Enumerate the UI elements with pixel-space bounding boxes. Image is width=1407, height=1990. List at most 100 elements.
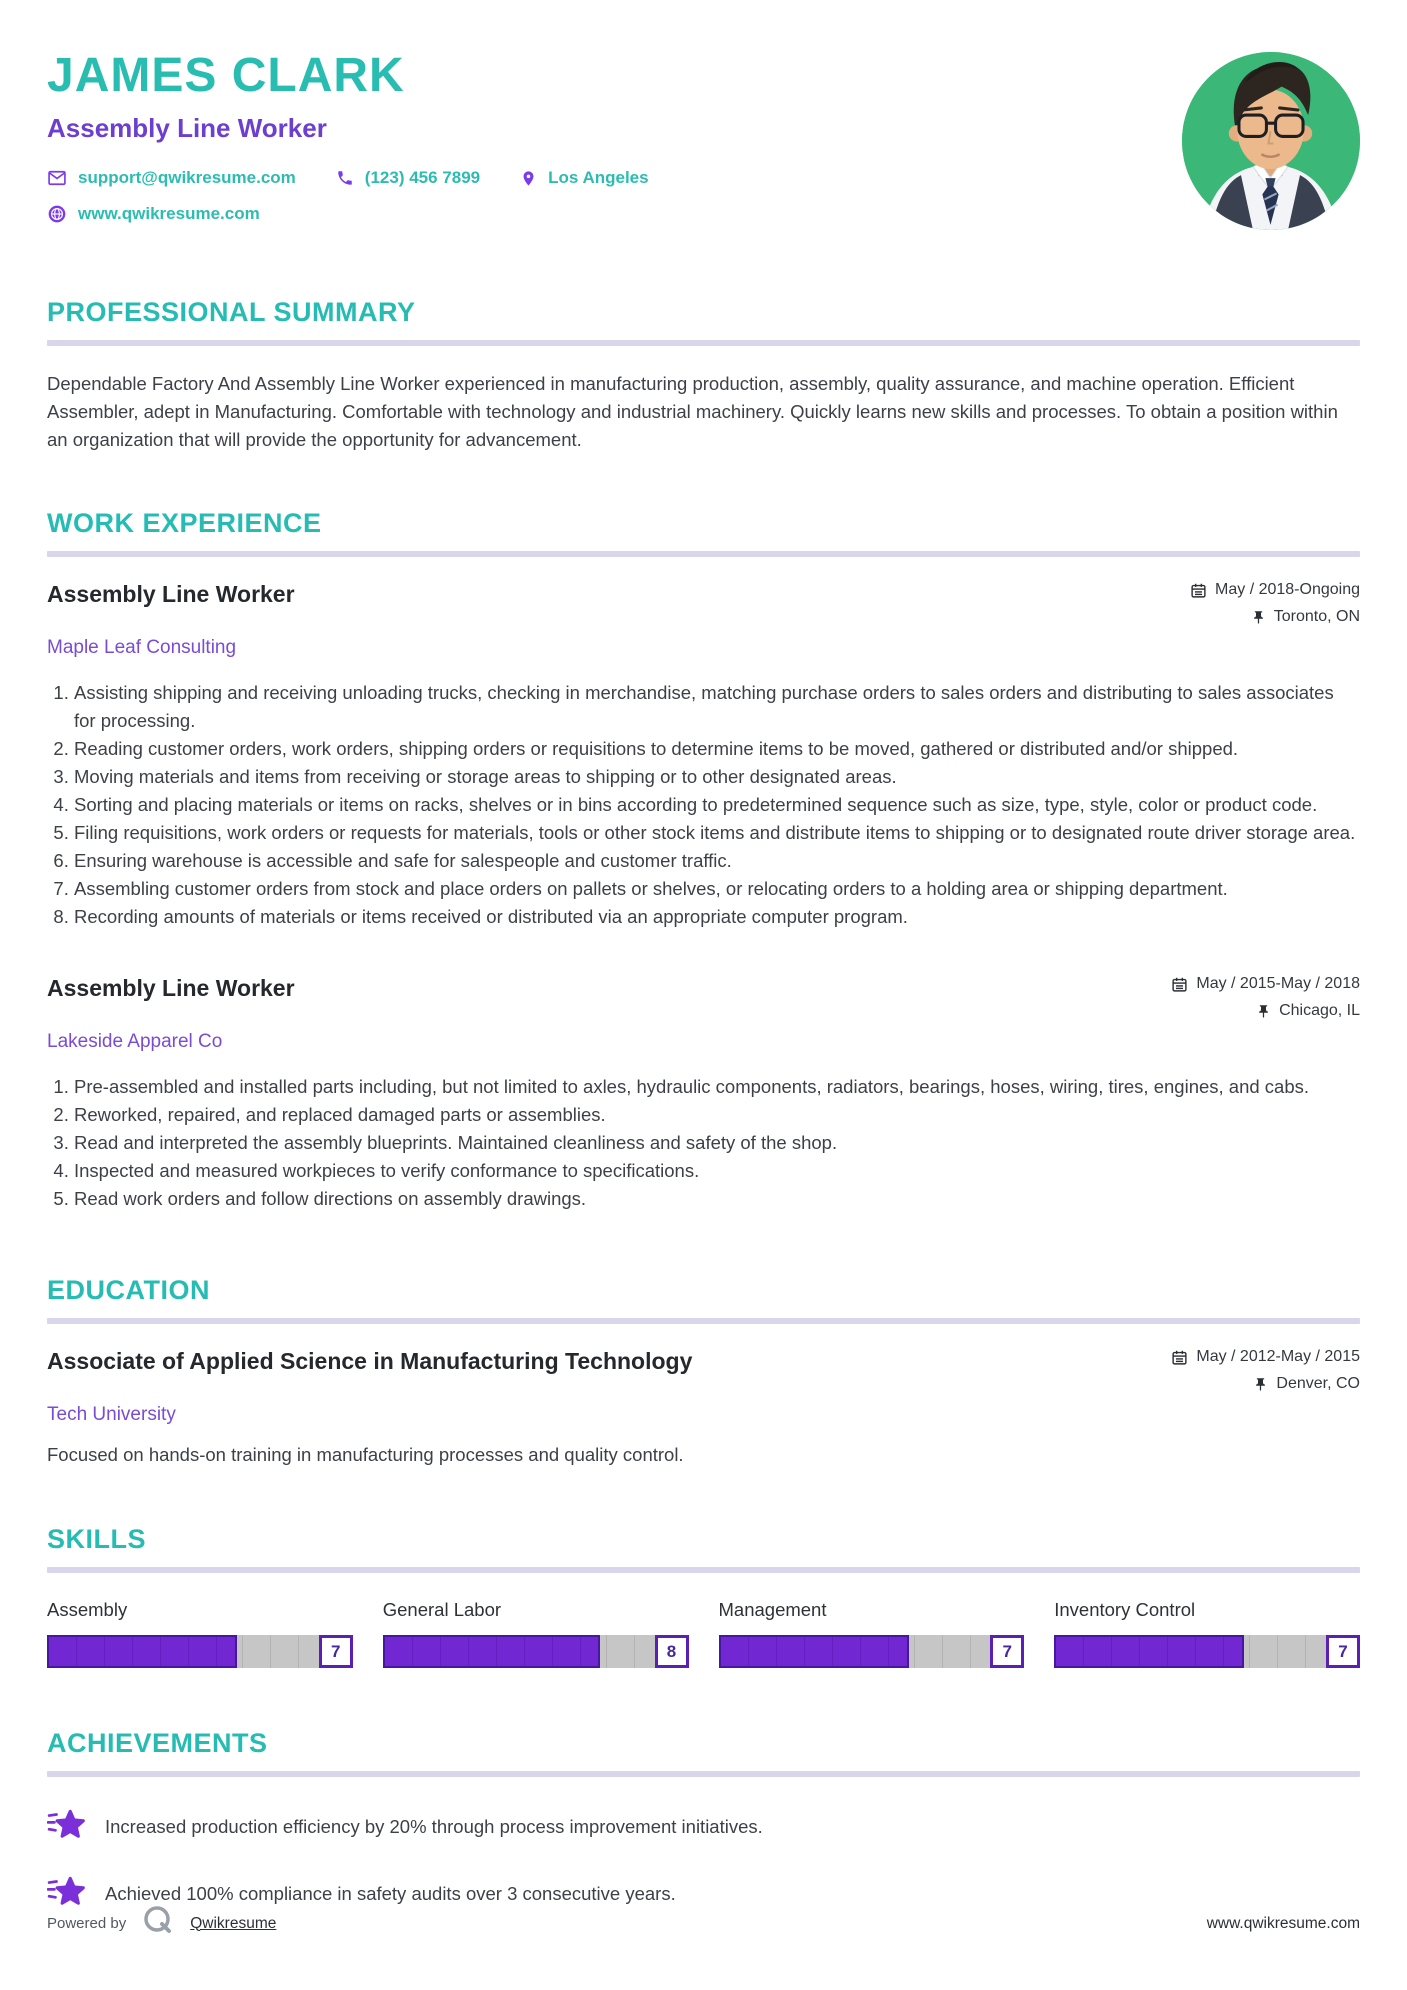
calendar-icon <box>1171 976 1188 993</box>
job-location: Chicago, IL <box>1171 1002 1360 1020</box>
achievement-text: Achieved 100% compliance in safety audit… <box>105 1882 676 1904</box>
duty-item: Assisting shipping and receiving unloadi… <box>74 679 1360 735</box>
education-dates: May / 2012-May / 2015 <box>1171 1348 1360 1366</box>
footer-website: www.qwikresume.com <box>1206 1914 1360 1932</box>
shooting-star-icon <box>46 1872 85 1915</box>
job-location-text: Toronto, ON <box>1273 608 1360 625</box>
pushpin-icon <box>1256 1004 1271 1019</box>
job-company[interactable]: Lakeside Apparel Co <box>47 1031 223 1052</box>
education-location: Denver, CO <box>1171 1375 1360 1393</box>
skill-progress-bar: 7 <box>718 1635 1025 1668</box>
skill-progress-bar: 7 <box>47 1635 353 1668</box>
job-location-text: Chicago, IL <box>1279 1002 1360 1019</box>
experience-heading: WORK EXPERIENCE <box>47 508 322 538</box>
skills-heading: SKILLS <box>47 1524 147 1554</box>
section-education: EDUCATION Associate of Applied Science i… <box>47 1275 1360 1466</box>
summary-heading: PROFESSIONAL SUMMARY <box>47 297 416 327</box>
skill-progress-fill <box>47 1635 238 1668</box>
phone-icon <box>336 169 354 187</box>
qwikresume-link[interactable]: Qwikresume <box>190 1914 277 1932</box>
section-achievements: ACHIEVEMENTS Increased production effici… <box>46 1728 1360 1915</box>
education-description: Focused on hands-on training in manufact… <box>47 1444 684 1465</box>
section-professional-summary: PROFESSIONAL SUMMARY Dependable Factory … <box>47 297 1360 454</box>
skill-progress-fill <box>382 1635 601 1668</box>
job-title: Assembly Line Worker <box>47 975 295 1001</box>
job-dates: May / 2018-Ongoing <box>1190 581 1360 599</box>
skill-name: Assembly <box>47 1599 128 1620</box>
education-dates-text: May / 2012-May / 2015 <box>1196 1348 1360 1365</box>
contact-website[interactable]: www.qwikresume.com <box>47 204 260 224</box>
shooting-star-icon <box>46 1805 85 1848</box>
skill-progress-bar: 8 <box>382 1635 689 1668</box>
contact-email[interactable]: support@qwikresume.com <box>47 168 296 188</box>
header: JAMES CLARK Assembly Line Worker support… <box>47 48 1360 243</box>
contact-row-1: support@qwikresume.com (123) 456 7899 Lo… <box>47 168 1360 188</box>
duty-item: Moving materials and items from receivin… <box>74 763 1360 791</box>
job-duties-list: Assisting shipping and receiving unloadi… <box>47 679 1360 931</box>
map-pin-icon <box>520 169 537 188</box>
duty-item: Assembling customer orders from stock an… <box>74 875 1360 903</box>
contact-location: Los Angeles <box>520 168 649 188</box>
skill-progress-fill <box>1054 1635 1245 1668</box>
education-heading: EDUCATION <box>47 1275 210 1305</box>
website-text: www.qwikresume.com <box>78 204 260 223</box>
job-company[interactable]: Maple Leaf Consulting <box>47 637 237 658</box>
qwikresume-q-logo <box>140 1903 176 1944</box>
summary-text: Dependable Factory And Assembly Line Wor… <box>47 373 1338 450</box>
achievements-list: Increased production efficiency by 20% t… <box>46 1805 1360 1915</box>
profile-photo-illustration <box>1182 52 1360 230</box>
calendar-icon <box>1190 582 1207 599</box>
skill-assembly: Assembly 7 <box>47 1599 353 1668</box>
section-divider <box>47 1771 1360 1777</box>
school-name[interactable]: Tech University <box>47 1404 176 1425</box>
pushpin-icon <box>1253 1377 1268 1392</box>
job-dates: May / 2015-May / 2018 <box>1171 975 1360 993</box>
person-name: JAMES CLARK <box>47 49 405 102</box>
envelope-icon <box>47 168 67 188</box>
profile-photo <box>1182 52 1360 230</box>
skills-grid: Assembly 7 General Labor 8 Management 7 <box>47 1599 1360 1668</box>
skill-name: General Labor <box>382 1599 502 1620</box>
contact-row-2: www.qwikresume.com <box>47 204 1360 224</box>
duty-item: Reworked, repaired, and replaced damaged… <box>74 1101 1360 1129</box>
section-divider <box>47 551 1360 557</box>
degree-title: Associate of Applied Science in Manufact… <box>47 1348 693 1374</box>
duty-item: Read work orders and follow directions o… <box>74 1185 1360 1213</box>
skill-level-badge: 7 <box>1326 1635 1360 1668</box>
skill-progress-fill <box>718 1635 909 1668</box>
section-divider <box>47 1318 1360 1324</box>
achievement-item: Increased production efficiency by 20% t… <box>46 1805 1360 1848</box>
duty-item: Filing requisitions, work orders or requ… <box>74 819 1360 847</box>
job-title: Assembly Line Worker <box>47 581 295 607</box>
duty-item: Reading customer orders, work orders, sh… <box>74 735 1360 763</box>
achievements-heading: ACHIEVEMENTS <box>47 1728 268 1758</box>
duty-item: Recording amounts of materials or items … <box>74 903 1360 931</box>
education-location-text: Denver, CO <box>1276 1375 1360 1392</box>
education-entry: Associate of Applied Science in Manufact… <box>47 1348 1360 1466</box>
duty-item: Pre-assembled and installed parts includ… <box>74 1073 1360 1101</box>
email-text: support@qwikresume.com <box>78 168 296 187</box>
job-location: Toronto, ON <box>1190 608 1360 626</box>
section-work-experience: WORK EXPERIENCE Assembly Line Worker May… <box>47 508 1360 1213</box>
duty-item: Ensuring warehouse is accessible and saf… <box>74 847 1360 875</box>
duty-item: Read and interpreted the assembly bluepr… <box>74 1129 1360 1157</box>
job-dates-text: May / 2018-Ongoing <box>1215 581 1360 598</box>
duty-item: Inspected and measured workpieces to ver… <box>74 1157 1360 1185</box>
achievement-text: Increased production efficiency by 20% t… <box>105 1815 763 1837</box>
experience-entry-1: Assembly Line Worker May / 2018-Ongoing <box>47 581 1360 931</box>
skill-level-badge: 7 <box>318 1635 353 1668</box>
location-text: Los Angeles <box>548 168 649 187</box>
section-divider <box>47 340 1360 346</box>
globe-icon <box>47 204 67 224</box>
pushpin-icon <box>1251 610 1266 625</box>
section-skills: SKILLS Assembly 7 General Labor 8 Manage… <box>47 1524 1360 1668</box>
contact-phone[interactable]: (123) 456 7899 <box>336 168 480 188</box>
skill-management: Management 7 <box>718 1599 1025 1668</box>
experience-entry-2: Assembly Line Worker May / 2015-May / 20… <box>47 975 1360 1213</box>
skill-level-badge: 7 <box>990 1635 1025 1668</box>
skill-name: Inventory Control <box>1054 1599 1196 1620</box>
person-job-title: Assembly Line Worker <box>47 113 327 143</box>
achievement-item: Achieved 100% compliance in safety audit… <box>46 1872 1360 1915</box>
calendar-icon <box>1171 1349 1188 1366</box>
